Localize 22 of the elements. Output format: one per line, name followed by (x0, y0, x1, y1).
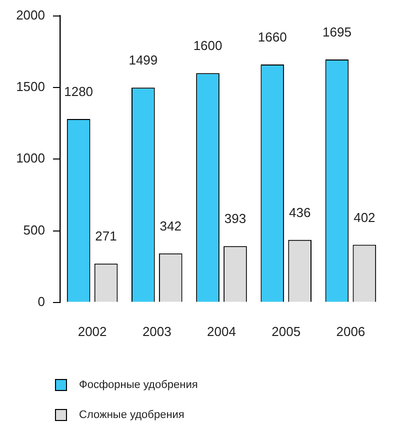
x-tick-label: 2005 (272, 324, 301, 339)
legend-label: Фосфорные удобрения (79, 379, 198, 391)
x-tick-label: 2003 (142, 324, 172, 339)
data-label: 402 (354, 210, 376, 225)
y-tick-label: 1500 (16, 79, 45, 94)
data-label: 436 (288, 205, 311, 220)
x-tick-label: 2002 (78, 324, 107, 339)
data-label: 342 (160, 218, 182, 234)
data-label: 1695 (322, 24, 352, 40)
data-label: 271 (95, 228, 117, 244)
data-label: 1499 (128, 52, 158, 68)
y-tick-label: 500 (23, 222, 45, 238)
y-tick-label: 2000 (16, 7, 45, 22)
y-tick-label: 0 (38, 294, 45, 309)
data-label: 393 (224, 211, 246, 226)
x-tick-label: 2004 (207, 324, 236, 339)
legend-label: Сложные удобрения (79, 409, 184, 421)
data-label: 1660 (258, 30, 287, 45)
data-label: 1280 (64, 84, 94, 100)
y-tick-label: 1000 (16, 150, 45, 166)
data-label: 1600 (193, 38, 222, 54)
x-tick-label: 2006 (336, 324, 366, 339)
